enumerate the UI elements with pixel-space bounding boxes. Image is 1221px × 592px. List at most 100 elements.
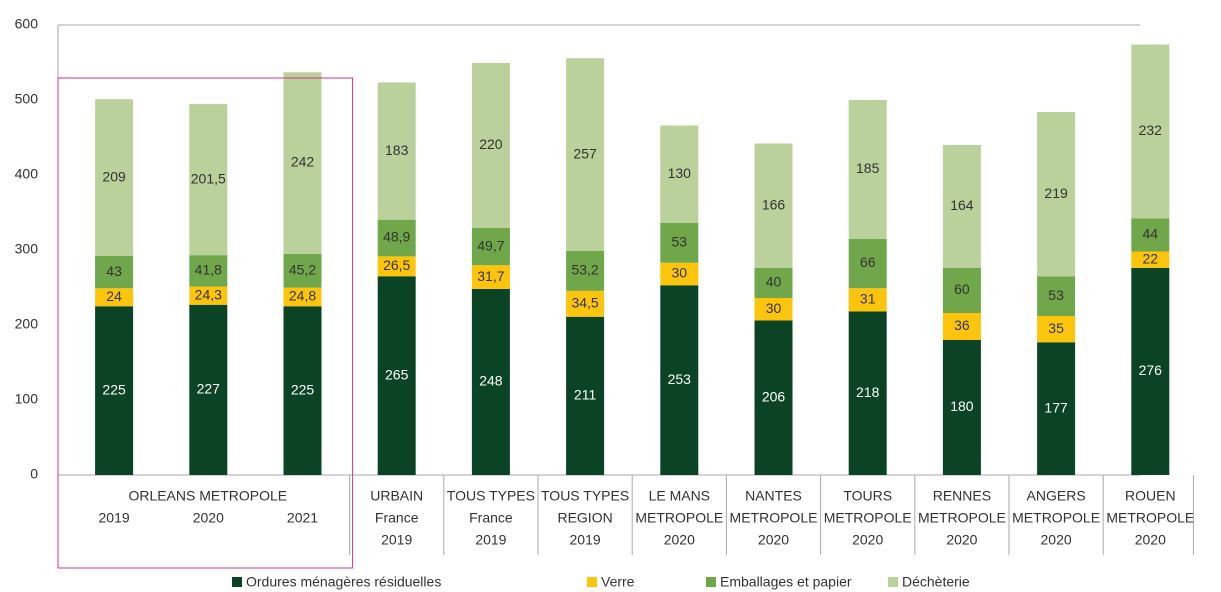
data-label: 24 xyxy=(106,288,122,304)
group-box xyxy=(57,77,354,569)
bar-segment xyxy=(942,313,981,340)
data-label: 53 xyxy=(1048,287,1064,303)
y-tick-label: 300 xyxy=(15,241,39,257)
x-tick-label: TOURS xyxy=(843,488,892,504)
bar-segment xyxy=(1131,268,1170,475)
bar-segment xyxy=(471,227,510,266)
x-tick-label: 2020 xyxy=(946,532,977,548)
x-tick-label: TOUS TYPES xyxy=(447,488,535,504)
bar-segment xyxy=(754,268,793,298)
data-label: 36 xyxy=(954,317,970,333)
x-tick-label: REGION xyxy=(557,510,612,526)
bar-segment xyxy=(848,100,887,239)
y-tick-label: 600 xyxy=(15,16,39,32)
bar-segment xyxy=(566,58,605,251)
legend-label: Ordures ménagères résiduelles xyxy=(246,574,441,590)
bar-segment xyxy=(189,286,228,305)
bar-segment xyxy=(377,276,416,475)
legend-swatch xyxy=(888,577,898,587)
y-tick-label: 100 xyxy=(15,391,39,407)
x-tick-label: 2020 xyxy=(1041,532,1072,548)
bar-segment xyxy=(942,145,981,268)
y-tick-label: 500 xyxy=(15,91,39,107)
bar-segment xyxy=(471,289,510,475)
bar-segment xyxy=(660,285,699,475)
bar-segment xyxy=(1131,251,1170,268)
y-tick-label: 200 xyxy=(15,316,39,332)
data-label: 41,8 xyxy=(195,262,222,278)
bar-segment xyxy=(754,298,793,321)
data-label: 30 xyxy=(766,300,782,316)
data-label: 206 xyxy=(762,388,786,404)
x-tick-label: 2021 xyxy=(287,510,318,526)
data-label: 185 xyxy=(856,160,880,176)
bar-segment xyxy=(1037,112,1076,277)
data-label: 22 xyxy=(1143,250,1159,266)
data-label: 177 xyxy=(1044,399,1068,415)
data-label: 60 xyxy=(954,281,970,297)
x-tick-label: 2019 xyxy=(475,532,506,548)
data-label: 31 xyxy=(860,291,876,307)
data-label: 53,2 xyxy=(571,262,598,278)
bar-segment xyxy=(471,62,510,228)
bar-segment xyxy=(189,304,228,475)
x-tick-label: RENNES xyxy=(933,488,991,504)
bar-segment xyxy=(471,265,510,289)
bar-segment xyxy=(95,256,134,289)
bar-segment xyxy=(283,72,322,254)
bar-segment xyxy=(189,104,228,256)
bar-segment xyxy=(566,290,605,317)
data-label: 66 xyxy=(860,254,876,270)
bar-segment xyxy=(754,143,793,268)
legend-swatch xyxy=(232,577,242,587)
x-tick-label: France xyxy=(375,510,419,526)
x-tick-label: METROPOLE xyxy=(918,510,1006,526)
data-label: 40 xyxy=(766,274,782,290)
data-label: 130 xyxy=(668,165,692,181)
data-label: 44 xyxy=(1143,226,1159,242)
x-tick-label: 2020 xyxy=(193,510,224,526)
data-label: 201,5 xyxy=(191,170,226,186)
x-tick-label: 2020 xyxy=(758,532,789,548)
x-tick-label: 2020 xyxy=(852,532,883,548)
data-label: 48,9 xyxy=(383,229,410,245)
bar-segment xyxy=(566,250,605,291)
data-label: 164 xyxy=(950,197,974,213)
data-label: 227 xyxy=(197,381,221,397)
data-label: 265 xyxy=(385,366,409,382)
bar-segment xyxy=(754,320,793,475)
data-label: 180 xyxy=(950,398,974,414)
data-label: 53 xyxy=(672,234,688,250)
bar-segment xyxy=(566,316,605,475)
x-tick-label: METROPOLE xyxy=(1012,510,1100,526)
data-label: 26,5 xyxy=(383,257,410,273)
data-label: 276 xyxy=(1139,362,1163,378)
bar-segment xyxy=(95,306,134,475)
x-tick-label: France xyxy=(469,510,513,526)
data-label: 49,7 xyxy=(477,237,504,253)
bar-segment xyxy=(848,238,887,289)
data-label: 248 xyxy=(479,373,503,389)
bar-segment xyxy=(848,288,887,312)
y-tick-label: 400 xyxy=(15,166,39,182)
x-tick-label: METROPOLE xyxy=(635,510,723,526)
data-label: 24,8 xyxy=(289,288,316,304)
data-label: 218 xyxy=(856,384,880,400)
bar-segment xyxy=(283,306,322,475)
x-tick-label: 2020 xyxy=(664,532,695,548)
data-label: 209 xyxy=(102,168,126,184)
x-tick-label: 2019 xyxy=(99,510,130,526)
legend-label: Verre xyxy=(601,574,635,590)
x-tick-label: NANTES xyxy=(745,488,802,504)
bar-segment xyxy=(848,311,887,475)
data-label: 232 xyxy=(1139,122,1163,138)
legend-swatch xyxy=(587,577,597,587)
data-label: 31,7 xyxy=(477,268,504,284)
legend-label: Emballages et papier xyxy=(720,574,852,590)
data-label: 220 xyxy=(479,136,503,152)
bar-segment xyxy=(660,125,699,223)
bar-segment xyxy=(377,82,416,220)
data-label: 45,2 xyxy=(289,261,316,277)
x-tick-label: TOUS TYPES xyxy=(541,488,629,504)
